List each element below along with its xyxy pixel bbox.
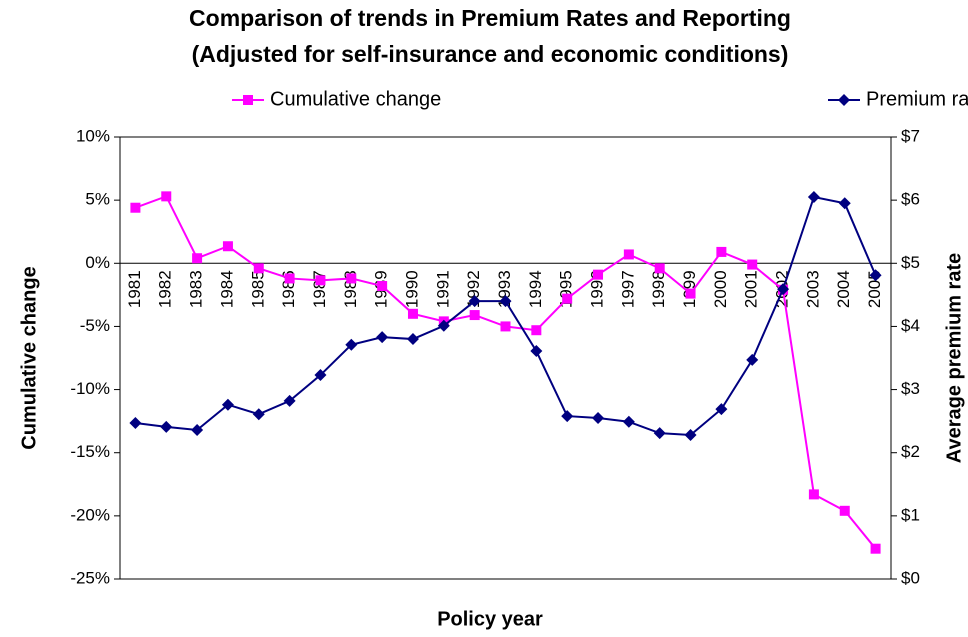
data-point	[160, 420, 173, 433]
y2-tick-label: $2	[901, 442, 920, 461]
y-tick-label: 10%	[76, 126, 110, 145]
legend-marker	[838, 94, 850, 106]
data-point	[283, 394, 296, 407]
data-point	[685, 288, 696, 299]
data-point	[684, 429, 697, 442]
data-point	[593, 269, 604, 280]
y-tick-label: -25%	[70, 568, 110, 587]
y-tick-label: 0%	[85, 253, 110, 272]
data-point	[253, 263, 264, 274]
data-point	[284, 273, 295, 284]
x-axis-title: Policy year	[437, 608, 543, 630]
y2-axis-title: Average premium rate	[943, 253, 965, 463]
data-point	[437, 319, 450, 332]
data-point	[808, 489, 819, 500]
data-point	[592, 411, 605, 424]
y2-tick-label: $7	[901, 126, 920, 145]
x-tick-label: 2003	[803, 270, 822, 308]
x-tick-label: 1998	[649, 270, 668, 308]
x-tick-label: 1981	[125, 270, 144, 308]
y2-tick-label: $0	[901, 568, 920, 587]
x-tick-label: 1993	[495, 270, 514, 308]
x-tick-label: 2005	[865, 270, 884, 308]
x-tick-label: 1990	[402, 270, 421, 308]
legend-label: Cumulative change	[270, 88, 441, 110]
data-point	[747, 259, 758, 270]
y2-tick-label: $3	[901, 379, 920, 398]
legend-marker	[243, 95, 253, 105]
plot-frame	[119, 136, 892, 580]
data-point	[129, 417, 142, 430]
data-point	[562, 293, 573, 304]
x-tick-label: 2001	[742, 270, 761, 308]
y-tick-label: -5%	[80, 316, 110, 335]
y-axis-title: Cumulative change	[18, 266, 40, 449]
data-point	[130, 202, 141, 213]
data-point	[252, 408, 265, 421]
data-point	[469, 310, 480, 321]
data-point	[161, 191, 172, 202]
data-point	[777, 283, 790, 296]
data-point	[406, 333, 419, 346]
x-tick-label: 2004	[834, 270, 853, 308]
x-tick-label: 1983	[187, 270, 206, 308]
data-point	[314, 369, 327, 382]
y-tick-label: -20%	[70, 505, 110, 524]
x-tick-label: 1985	[248, 270, 267, 308]
y-tick-label: 5%	[85, 190, 110, 209]
y2-tick-label: $5	[901, 253, 920, 272]
data-point	[622, 415, 635, 428]
data-point	[468, 295, 481, 308]
x-tick-label: 1994	[526, 270, 545, 308]
data-point	[346, 273, 357, 284]
data-point	[345, 338, 358, 351]
data-point	[377, 281, 388, 292]
data-point	[531, 325, 542, 336]
x-tick-label: 2000	[711, 270, 730, 308]
x-tick-label: 1982	[156, 270, 175, 308]
y-tick-label: -15%	[70, 442, 110, 461]
data-point	[499, 295, 512, 308]
y2-tick-label: $6	[901, 190, 920, 209]
data-point	[839, 505, 850, 516]
data-point	[869, 269, 882, 282]
data-point	[191, 423, 204, 436]
data-point	[376, 331, 389, 344]
y-tick-label: -10%	[70, 379, 110, 398]
data-point	[654, 263, 665, 274]
data-point	[838, 197, 851, 210]
data-point	[716, 246, 727, 257]
data-point	[192, 253, 203, 264]
data-point	[715, 403, 728, 416]
x-tick-label: 1991	[433, 270, 452, 308]
data-point	[870, 543, 881, 554]
x-tick-label: 1992	[464, 270, 483, 308]
y2-tick-label: $1	[901, 505, 920, 524]
data-point	[315, 275, 326, 286]
data-point	[653, 427, 666, 440]
data-point	[222, 241, 233, 252]
chart-subtitle: (Adjusted for self-insurance and economi…	[192, 41, 789, 67]
chart-title: Comparison of trends in Premium Rates an…	[189, 5, 791, 31]
data-point	[500, 321, 511, 332]
data-point	[221, 398, 234, 411]
data-point	[807, 190, 820, 203]
legend-label: Premium rate	[866, 88, 968, 110]
data-point	[530, 345, 543, 358]
data-point	[561, 410, 574, 423]
x-tick-label: 1997	[618, 270, 637, 308]
data-point	[746, 353, 759, 366]
y2-tick-label: $4	[901, 316, 920, 335]
data-point	[623, 249, 634, 260]
x-tick-label: 1984	[217, 270, 236, 308]
data-point	[407, 308, 418, 319]
